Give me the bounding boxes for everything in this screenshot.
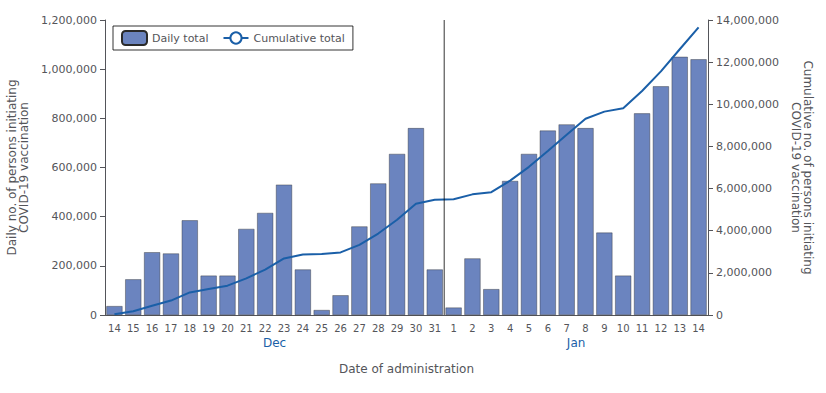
svg-text:23: 23 (278, 323, 291, 334)
svg-text:13: 13 (673, 323, 686, 334)
svg-text:22: 22 (259, 323, 272, 334)
svg-text:Date of administration: Date of administration (339, 362, 474, 376)
svg-text:21: 21 (240, 323, 253, 334)
svg-text:10,000,000: 10,000,000 (716, 98, 779, 111)
svg-text:0: 0 (90, 309, 97, 322)
svg-text:400,000: 400,000 (52, 210, 98, 223)
svg-text:14,000,000: 14,000,000 (716, 14, 779, 27)
svg-text:15: 15 (127, 323, 140, 334)
svg-text:9: 9 (601, 323, 607, 334)
svg-text:24: 24 (296, 323, 309, 334)
svg-text:Jan: Jan (566, 336, 586, 350)
svg-text:18: 18 (183, 323, 196, 334)
svg-text:1,200,000: 1,200,000 (41, 14, 97, 27)
svg-text:4,000,000: 4,000,000 (716, 224, 772, 237)
svg-text:2,000,000: 2,000,000 (716, 266, 772, 279)
svg-text:17: 17 (165, 323, 178, 334)
svg-text:2: 2 (469, 323, 475, 334)
svg-text:20: 20 (221, 323, 234, 334)
svg-text:28: 28 (372, 323, 385, 334)
svg-text:29: 29 (391, 323, 404, 334)
svg-text:8,000,000: 8,000,000 (716, 140, 772, 153)
svg-text:1: 1 (450, 323, 456, 334)
svg-text:26: 26 (334, 323, 347, 334)
svg-text:4: 4 (507, 323, 513, 334)
svg-text:12: 12 (655, 323, 668, 334)
svg-text:COVID-19 vaccination: COVID-19 vaccination (789, 102, 803, 233)
svg-text:Cumulative total: Cumulative total (253, 32, 344, 45)
svg-text:Cumulative no. of persons init: Cumulative no. of persons initiating (800, 60, 815, 275)
svg-text:Daily total: Daily total (152, 32, 208, 45)
svg-text:10: 10 (617, 323, 630, 334)
svg-text:16: 16 (146, 323, 159, 334)
svg-text:27: 27 (353, 323, 366, 334)
svg-text:14: 14 (692, 323, 705, 334)
svg-text:800,000: 800,000 (52, 112, 98, 125)
svg-text:19: 19 (202, 323, 215, 334)
svg-text:25: 25 (315, 323, 328, 334)
svg-text:6: 6 (545, 323, 551, 334)
svg-text:Daily no. of persons initiatin: Daily no. of persons initiating (5, 79, 20, 256)
svg-text:5: 5 (526, 323, 532, 334)
svg-text:COVID-19 vaccination: COVID-19 vaccination (17, 102, 31, 233)
svg-text:0: 0 (716, 309, 723, 322)
svg-text:200,000: 200,000 (52, 259, 98, 272)
svg-text:14: 14 (108, 323, 121, 334)
svg-text:8: 8 (582, 323, 588, 334)
svg-text:1,000,000: 1,000,000 (41, 63, 97, 76)
svg-text:6,000,000: 6,000,000 (716, 182, 772, 195)
svg-text:30: 30 (410, 323, 423, 334)
svg-text:600,000: 600,000 (52, 161, 98, 174)
svg-text:11: 11 (636, 323, 649, 334)
svg-text:12,000,000: 12,000,000 (716, 56, 779, 69)
svg-text:Dec: Dec (263, 336, 286, 350)
svg-text:7: 7 (563, 323, 569, 334)
svg-text:3: 3 (488, 323, 494, 334)
svg-text:31: 31 (428, 323, 441, 334)
